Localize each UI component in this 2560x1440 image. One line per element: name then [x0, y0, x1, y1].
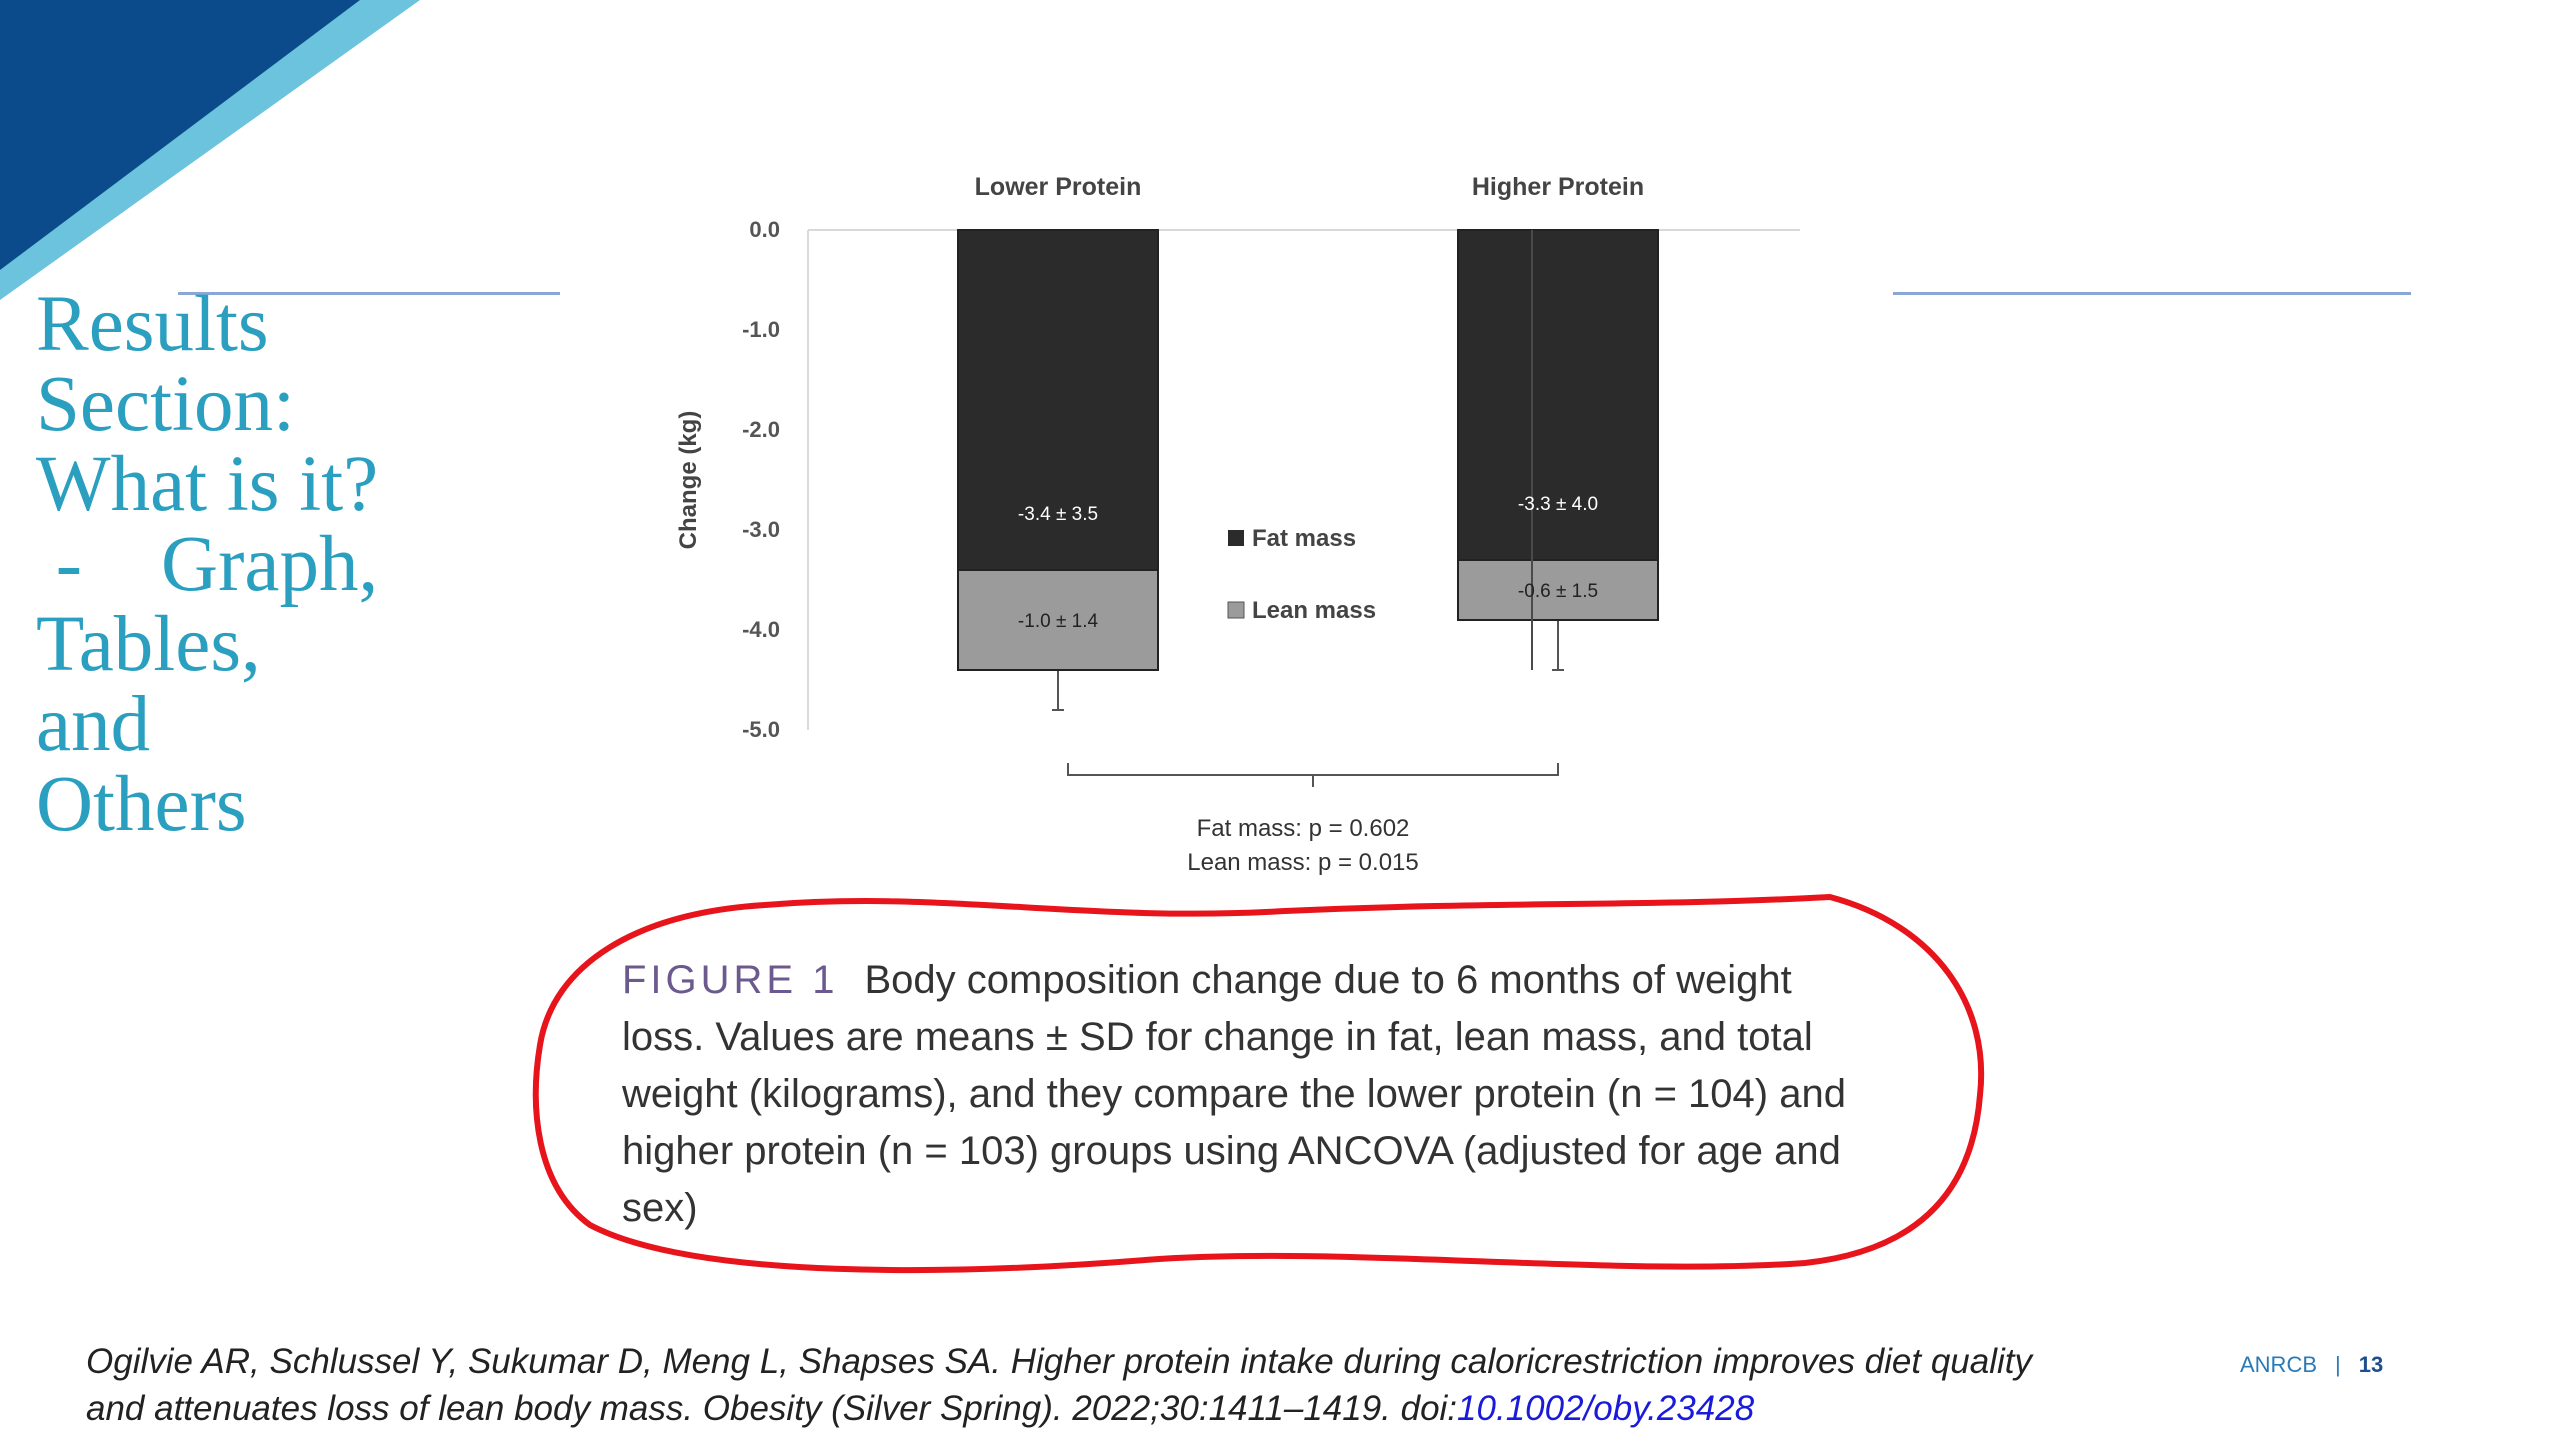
data-label-fat-mass: -3.4 ± 3.5 — [1018, 504, 1098, 525]
figure-caption-text: Body composition change due to 6 months … — [622, 958, 1846, 1230]
bar-fat-mass — [1457, 229, 1659, 561]
y-tick-label: -4.0 — [742, 617, 780, 642]
category-label: Higher Protein — [1472, 173, 1644, 201]
data-label-lean-mass: -0.6 ± 1.5 — [1518, 581, 1598, 602]
y-tick-label: -1.0 — [742, 317, 780, 342]
legend-label-lean-mass: Lean mass — [1252, 597, 1376, 624]
bar-fat-mass — [957, 229, 1159, 571]
title-rule-right — [1893, 292, 2411, 295]
bar-lean-mass — [957, 569, 1159, 671]
citation-text: Ogilvie AR, Schlussel Y, Sukumar D, Meng… — [86, 1342, 2033, 1428]
doi-link[interactable]: 10.1002/oby.23428 — [1457, 1389, 1755, 1428]
bar-lean-mass — [1457, 559, 1659, 621]
figure-label: FIGURE 1 — [622, 958, 839, 1002]
y-tick-label: -5.0 — [742, 717, 780, 742]
legend-label-fat-mass: Fat mass — [1252, 525, 1356, 552]
citation: Ogilvie AR, Schlussel Y, Sukumar D, Meng… — [86, 1338, 2086, 1432]
corner-decoration — [0, 0, 420, 300]
footer-separator: | — [2335, 1352, 2341, 1377]
y-tick-label: -2.0 — [742, 417, 780, 442]
slide-footer: ANRCB | 13 — [2240, 1352, 2383, 1378]
figure-caption: FIGURE 1 Body composition change due to 6… — [622, 952, 1882, 1237]
stat-fat-mass: Fat mass: p = 0.602 — [1197, 815, 1410, 842]
page-number: 13 — [2358, 1352, 2384, 1377]
data-label-lean-mass: -1.0 ± 1.4 — [1018, 611, 1099, 632]
data-label-fat-mass: -3.3 ± 4.0 — [1518, 494, 1598, 515]
y-axis-label: Change (kg) — [675, 411, 702, 550]
significance-bracket — [1067, 763, 1559, 787]
slide-title: Results Section: What is it? - Graph, Ta… — [36, 281, 379, 848]
footer-org: ANRCB — [2240, 1352, 2318, 1377]
legend-swatch-fat-mass — [1228, 530, 1244, 546]
y-tick-label: 0.0 — [749, 217, 780, 242]
legend-swatch-lean-mass — [1227, 601, 1245, 619]
title-rule-left — [178, 292, 560, 295]
body-composition-chart: 0.0 -1.0 -2.0 -3.0 -4.0 -5.0 Change (kg) -3.4 ±… — [675, 173, 1800, 876]
stat-lean-mass: Lean mass: p = 0.015 — [1187, 849, 1419, 876]
red-annotation-outline — [532, 894, 1985, 1274]
category-label: Lower Protein — [975, 173, 1142, 201]
y-tick-label: -3.0 — [742, 517, 780, 542]
